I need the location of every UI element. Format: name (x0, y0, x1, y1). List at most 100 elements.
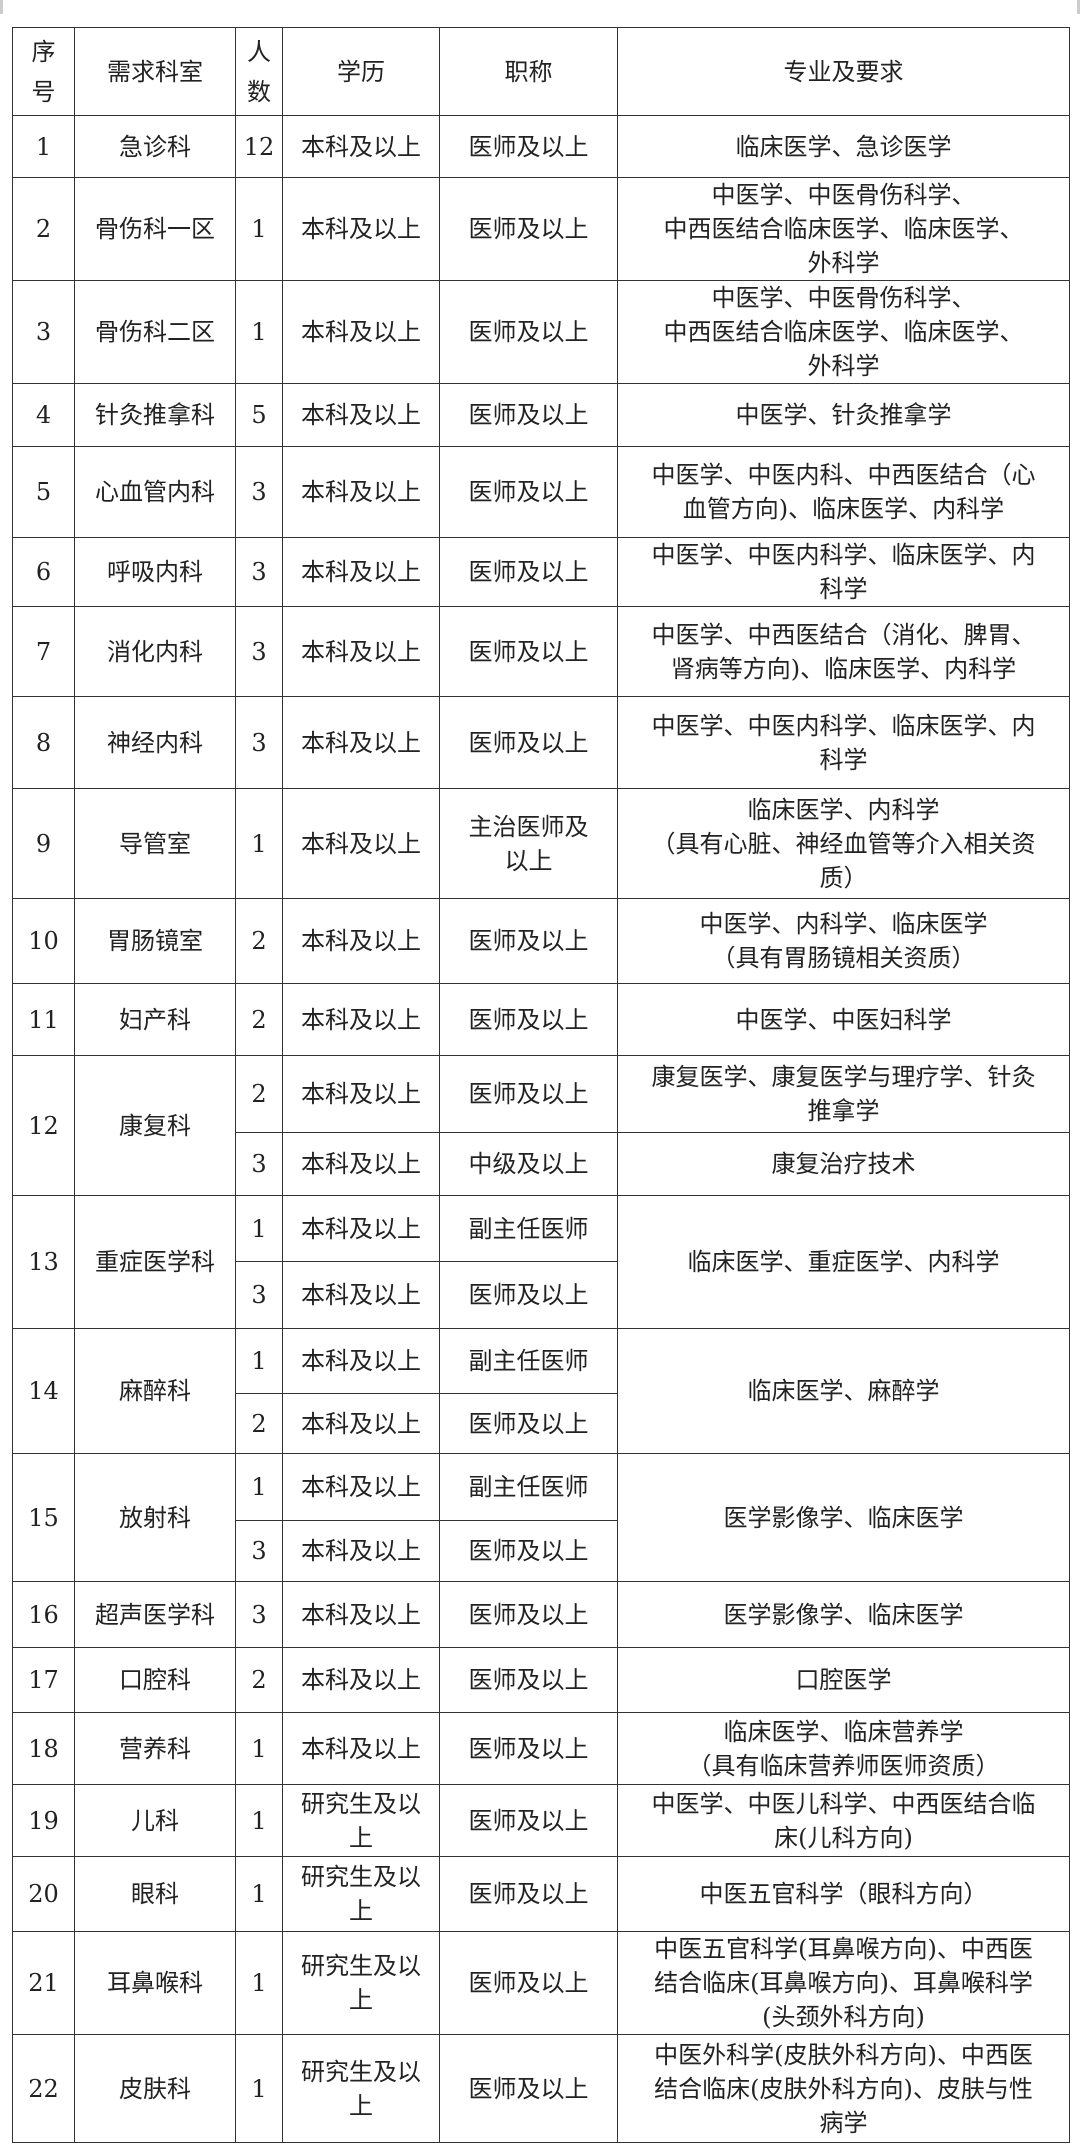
headcount: 3 (235, 446, 283, 538)
header-count: 人 数 (235, 27, 283, 116)
row-number: 9 (12, 788, 75, 899)
headcount: 1 (235, 1856, 283, 1932)
specialty-requirements: 康复治疗技术 (617, 1132, 1070, 1196)
job-title: 医师及以上 (439, 177, 618, 281)
department: 超声医学科 (74, 1581, 236, 1648)
department: 心血管内科 (74, 446, 236, 538)
job-title: 医师及以上 (439, 1784, 618, 1857)
specialty-requirements: 中医学、中医儿科学、中西医结合临 床(儿科方向) (617, 1784, 1070, 1857)
headcount: 2 (235, 1647, 283, 1713)
specialty-requirements: 临床医学、重症医学、内科学 (617, 1195, 1070, 1329)
headcount: 1 (235, 1931, 283, 2035)
job-title: 医师及以上 (439, 1931, 618, 2035)
header-dept: 需求科室 (74, 27, 236, 116)
page-edge-mark-right (1077, 0, 1080, 14)
table-row: 19 儿科 1 研究生及以 上医师及以上 中医学、中医儿科学、中西医结合临 床(儿科方向… (12, 1784, 1070, 1857)
row-number: 2 (12, 177, 75, 281)
department: 神经内科 (74, 696, 236, 789)
row-number: 6 (12, 537, 75, 607)
table-row: 22 皮肤科 1 研究生及以 上医师及以上 中医外科学(皮肤外科方向)、中西医 结合临床… (12, 2034, 1070, 2143)
education: 本科及以上 (282, 1712, 440, 1785)
department: 皮肤科 (74, 2034, 236, 2143)
header-row: 序 号 需求科室 人 数 学历 职称 专业及要求 (12, 27, 1070, 116)
table-row: 17 口腔科 2 本科及以上 医师及以上 口腔医学 (12, 1647, 1070, 1713)
headcount: 12 (235, 115, 283, 178)
job-title: 医师及以上 (439, 2034, 618, 2143)
education: 本科及以上 (282, 1453, 440, 1521)
department: 妇产科 (74, 983, 236, 1056)
education: 本科及以上 (282, 1132, 440, 1196)
headcount: 2 (235, 1393, 283, 1454)
row-number: 15 (12, 1453, 75, 1582)
job-title: 医师及以上 (439, 696, 618, 789)
job-title: 医师及以上 (439, 898, 618, 984)
specialty-requirements: 中医学、中医骨伤科学、 中西医结合临床医学、临床医学、 外科学 (617, 280, 1070, 384)
education: 研究生及以 上 (282, 1931, 440, 2035)
department: 导管室 (74, 788, 236, 899)
table-row: 8 神经内科 3 本科及以上 医师及以上 中医学、中医内科学、临床医学、内 科学 (12, 696, 1070, 789)
row-number: 18 (12, 1712, 75, 1785)
table-row: 3 本科及以上 医师及以上 (13, 1261, 1070, 1329)
headcount: 2 (235, 898, 283, 984)
headcount: 3 (235, 1520, 283, 1582)
education: 本科及以上 (282, 1647, 440, 1713)
row-number: 12 (12, 1055, 75, 1196)
headcount: 1 (235, 2034, 283, 2143)
headcount: 3 (235, 606, 283, 697)
specialty-requirements: 中医学、中医内科学、临床医学、内 科学 (617, 696, 1070, 789)
education: 研究生及以 上 (282, 1784, 440, 1857)
education: 本科及以上 (282, 1393, 440, 1454)
education: 本科及以上 (282, 383, 440, 447)
specialty-requirements: 临床医学、临床营养学 （具有临床营养师医师资质） (617, 1712, 1070, 1785)
headcount: 1 (235, 1784, 283, 1857)
education: 本科及以上 (282, 898, 440, 984)
headcount: 1 (235, 280, 283, 384)
headcount: 3 (235, 1261, 283, 1329)
education: 本科及以上 (282, 1520, 440, 1582)
department: 康复科 (74, 1055, 236, 1196)
specialty-requirements: 中医外科学(皮肤外科方向)、中西医 结合临床(皮肤外科方向)、皮肤与性 病学 (617, 2034, 1070, 2143)
job-title: 医师及以上 (439, 446, 618, 538)
table-row: 7 消化内科 3 本科及以上 医师及以上 中医学、中西医结合（消化、脾胃、 肾病等方向)、… (12, 606, 1070, 697)
row-number: 11 (12, 983, 75, 1056)
table-row: 18 营养科 1 本科及以上 医师及以上 临床医学、临床营养学 （具有临床营养师医师资质） (12, 1712, 1070, 1785)
recruitment-table: 序 号 需求科室 人 数 学历 职称 专业及要求 1 急诊科 12 本科及以上 医师及以… (12, 27, 1070, 2143)
row-number: 1 (12, 115, 75, 178)
headcount: 1 (235, 1328, 283, 1394)
specialty-requirements: 中医学、中医内科学、临床医学、内 科学 (617, 537, 1070, 607)
department: 儿科 (74, 1784, 236, 1857)
headcount: 1 (235, 1712, 283, 1785)
education: 本科及以上 (282, 280, 440, 384)
job-title: 医师及以上 (439, 606, 618, 697)
headcount: 1 (235, 1195, 283, 1262)
row-number: 3 (12, 280, 75, 384)
education: 本科及以上 (282, 1195, 440, 1262)
specialty-requirements: 口腔医学 (617, 1647, 1070, 1713)
job-title: 医师及以上 (439, 383, 618, 447)
row-number: 5 (12, 446, 75, 538)
specialty-requirements: 中医五官科学（眼科方向） (617, 1856, 1070, 1932)
table-row: 3 本科及以上 中级及以上 康复治疗技术 (13, 1132, 1070, 1196)
header-no: 序 号 (12, 27, 75, 116)
header-edu: 学历 (282, 27, 440, 116)
table-row: 2 骨伤科一区 1 本科及以上 医师及以上 中医学、中医骨伤科学、 中西医结合临床医学、临… (12, 177, 1070, 281)
job-title: 医师及以上 (439, 1581, 618, 1648)
specialty-requirements: 中医学、中西医结合（消化、脾胃、 肾病等方向)、临床医学、内科学 (617, 606, 1070, 697)
specialty-requirements: 康复医学、康复医学与理疗学、针灸 推拿学 (617, 1055, 1070, 1133)
row-number: 8 (12, 696, 75, 789)
department: 重症医学科 (74, 1195, 236, 1329)
table-row: 9 导管室 1 本科及以上 主治医师及 以上 临床医学、内科学 （具有心脏、神经血管等介入… (12, 788, 1070, 899)
job-title: 医师及以上 (439, 115, 618, 178)
table-row: 14 麻醉科 1 本科及以上 副主任医师 临床医学、麻醉学 (12, 1328, 1070, 1454)
specialty-requirements: 中医学、内科学、临床医学 （具有胃肠镜相关资质） (617, 898, 1070, 984)
specialty-requirements: 中医学、中医妇科学 (617, 983, 1070, 1056)
row-number: 13 (12, 1195, 75, 1329)
table-row: 16 超声医学科 3 本科及以上 医师及以上 医学影像学、临床医学 (12, 1581, 1070, 1648)
department: 麻醉科 (74, 1328, 236, 1454)
job-title: 医师及以上 (439, 537, 618, 607)
header-spec: 专业及要求 (617, 27, 1070, 116)
education: 本科及以上 (282, 1261, 440, 1329)
job-title: 医师及以上 (439, 1261, 618, 1329)
job-title: 医师及以上 (439, 280, 618, 384)
headcount: 1 (235, 177, 283, 281)
